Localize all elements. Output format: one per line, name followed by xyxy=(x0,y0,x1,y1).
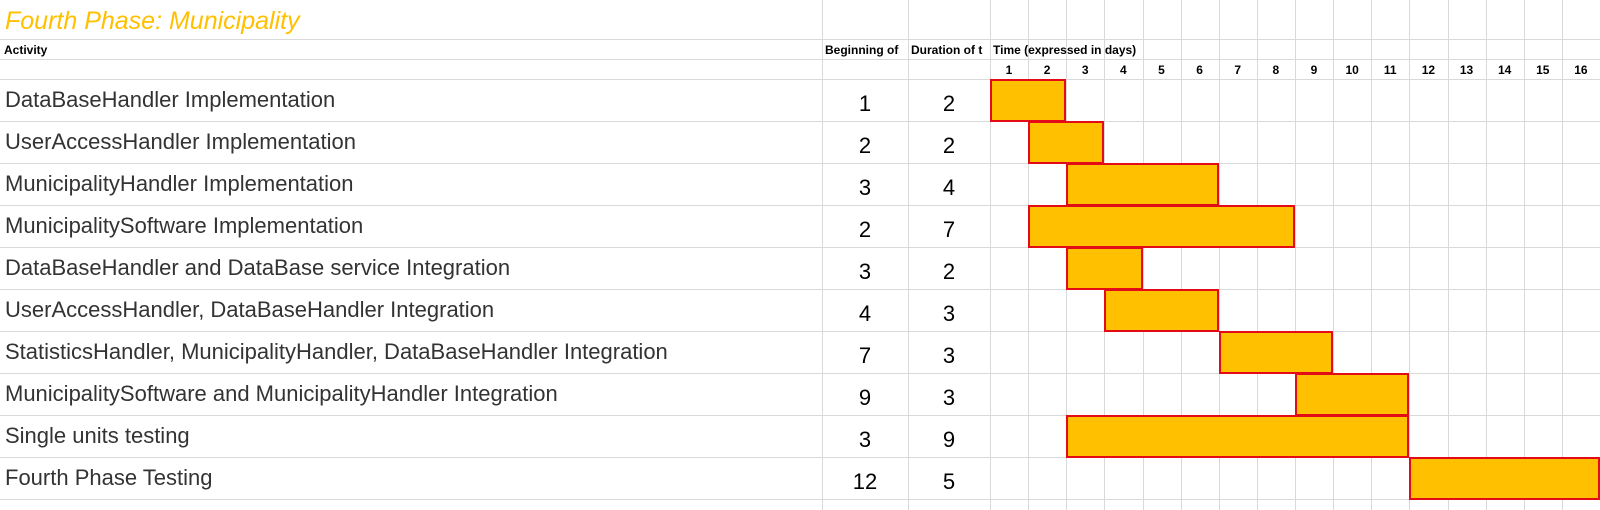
grid-vline xyxy=(1219,0,1220,510)
grid-hline xyxy=(0,163,1600,164)
grid-vline xyxy=(1524,0,1525,510)
activity-label: DataBaseHandler and DataBase service Int… xyxy=(5,255,511,280)
day-tick-label: 8 xyxy=(1272,63,1280,77)
day-tick-label: 15 xyxy=(1536,63,1550,77)
grid-vline xyxy=(1409,0,1410,510)
day-tick-label: 7 xyxy=(1234,63,1242,77)
gantt-bar xyxy=(990,79,1067,122)
grid-vline xyxy=(822,0,823,510)
grid-vline xyxy=(1181,0,1182,510)
duration-value: 7 xyxy=(942,217,956,242)
duration-value: 4 xyxy=(942,175,956,200)
start-day-value: 9 xyxy=(858,385,872,410)
day-tick-label: 16 xyxy=(1574,63,1588,77)
grid-hline xyxy=(0,499,1600,500)
day-tick-label: 4 xyxy=(1120,63,1127,77)
day-tick-label: 13 xyxy=(1459,63,1474,77)
grid-hline xyxy=(0,247,1600,248)
start-day-value: 2 xyxy=(858,217,872,242)
activity-label: MunicipalitySoftware Implementation xyxy=(5,213,364,238)
start-day-value: 2 xyxy=(858,133,872,158)
gantt-bar xyxy=(1066,415,1410,458)
grid-vline xyxy=(1562,0,1563,510)
grid-hline xyxy=(0,415,1600,416)
grid-vline xyxy=(1371,0,1372,510)
gantt-bar xyxy=(1028,121,1105,164)
start-day-value: 3 xyxy=(858,175,872,200)
grid-vline xyxy=(1143,0,1144,510)
grid-vline xyxy=(990,0,991,510)
day-tick-label: 6 xyxy=(1196,63,1203,77)
start-day-value: 3 xyxy=(858,259,872,284)
duration-value: 2 xyxy=(942,133,956,158)
grid-vline xyxy=(1333,0,1334,510)
grid-vline xyxy=(1486,0,1487,510)
start-day-value: 1 xyxy=(858,91,872,116)
day-tick-label: 9 xyxy=(1310,63,1318,77)
gantt-bar xyxy=(1104,289,1219,332)
day-tick-label: 12 xyxy=(1421,63,1436,77)
activity-header: Activity xyxy=(4,43,48,57)
gantt-bar xyxy=(1028,205,1295,248)
day-tick-label: 14 xyxy=(1497,63,1512,77)
duration-value: 3 xyxy=(942,301,956,326)
activity-label: UserAccessHandler Implementation xyxy=(5,129,356,154)
duration-value: 2 xyxy=(942,91,956,116)
start-day-value: 3 xyxy=(858,427,872,452)
start-day-value: 4 xyxy=(858,301,872,326)
grid-hline xyxy=(0,457,1600,458)
day-tick-label: 2 xyxy=(1043,63,1051,77)
gantt-bar xyxy=(1409,457,1600,500)
day-tick-label: 1 xyxy=(1005,63,1013,77)
grid-hline xyxy=(0,121,1600,122)
day-tick-label: 3 xyxy=(1081,63,1089,77)
activity-label: Fourth Phase Testing xyxy=(5,465,213,490)
grid-hline xyxy=(0,373,1600,374)
grid-hline xyxy=(0,205,1600,206)
activity-label: MunicipalityHandler Implementation xyxy=(5,171,354,196)
grid-hline xyxy=(0,79,1600,80)
grid-hline xyxy=(0,289,1600,290)
day-tick-label: 11 xyxy=(1383,63,1397,77)
grid-vline xyxy=(1295,0,1296,510)
activity-label: StatisticsHandler, MunicipalityHandler, … xyxy=(5,339,668,364)
grid-hline xyxy=(0,59,1600,60)
gantt-bar xyxy=(1295,373,1410,416)
gantt-bar xyxy=(1218,331,1334,374)
activity-label: UserAccessHandler, DataBaseHandler Integ… xyxy=(5,297,495,322)
duration-value: 9 xyxy=(942,427,956,452)
duration-value: 3 xyxy=(942,343,956,368)
sheet-title: Fourth Phase: Municipality xyxy=(5,7,300,35)
start-day-value: 7 xyxy=(858,343,872,368)
duration-value: 2 xyxy=(942,259,956,284)
duration-value: 3 xyxy=(942,385,956,410)
day-tick-label: 10 xyxy=(1345,63,1359,77)
duration-value: 5 xyxy=(942,469,956,494)
activity-label: Single units testing xyxy=(5,423,190,448)
activity-label: MunicipalitySoftware and MunicipalityHan… xyxy=(5,381,558,406)
grid-vline xyxy=(1257,0,1258,510)
start-day-value: 12 xyxy=(852,469,878,494)
grid-hline xyxy=(0,39,1600,40)
day-tick-label: 5 xyxy=(1158,63,1165,77)
grid-vline xyxy=(1028,0,1029,510)
grid-hline xyxy=(0,331,1600,332)
activity-label: DataBaseHandler Implementation xyxy=(5,87,336,112)
gantt-bar xyxy=(1066,163,1219,206)
grid-vline xyxy=(908,0,909,510)
time-axis-header: Time (expressed in days) xyxy=(993,43,1137,57)
gantt-bar xyxy=(1066,247,1143,290)
grid-vline xyxy=(1448,0,1449,510)
duration-header: Duration of t xyxy=(911,43,983,57)
beginning-header: Beginning of xyxy=(825,43,899,57)
